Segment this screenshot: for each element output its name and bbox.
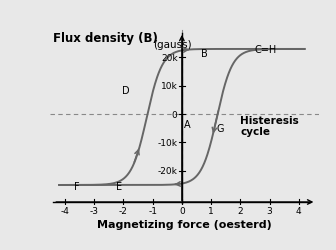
Text: -3: -3: [90, 206, 99, 215]
Text: 20k: 20k: [161, 54, 177, 63]
Text: (gauss): (gauss): [153, 40, 191, 50]
Text: -1: -1: [148, 206, 157, 215]
Text: E: E: [116, 182, 122, 192]
Text: D: D: [122, 86, 130, 96]
Text: -10k: -10k: [158, 138, 177, 147]
Text: 10k: 10k: [161, 82, 177, 91]
Text: B: B: [201, 49, 208, 59]
Text: C=H: C=H: [255, 45, 277, 55]
Text: A: A: [184, 120, 191, 130]
Text: 3: 3: [267, 206, 272, 215]
Text: 4: 4: [296, 206, 302, 215]
Text: F: F: [74, 182, 79, 192]
Text: -4: -4: [60, 206, 70, 215]
Text: Magnetizing force (oesterd): Magnetizing force (oesterd): [97, 219, 272, 229]
Text: 0: 0: [172, 110, 177, 119]
Text: 2: 2: [238, 206, 243, 215]
Text: 0: 0: [179, 206, 185, 215]
Text: -20k: -20k: [158, 167, 177, 175]
Text: G: G: [217, 124, 224, 134]
Text: Histeresis
cycle: Histeresis cycle: [240, 115, 299, 137]
Text: -2: -2: [119, 206, 128, 215]
Text: 1: 1: [208, 206, 214, 215]
Text: Flux density (B): Flux density (B): [53, 32, 158, 44]
